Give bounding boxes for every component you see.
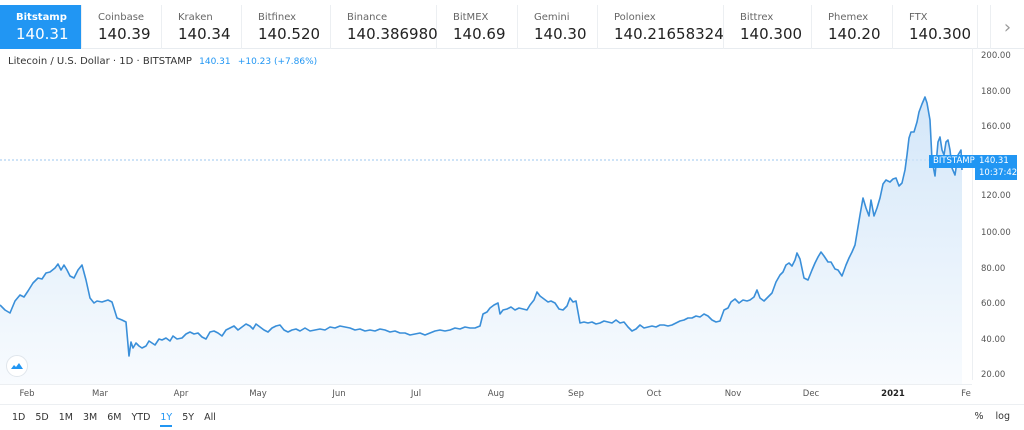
range-selector: 1D 5D 1M 3M 6M YTD 1Y 5Y All bbox=[0, 404, 1024, 430]
exchange-price: 140.21658324 bbox=[614, 25, 724, 43]
y-tick: 120.00 bbox=[981, 191, 1011, 201]
exchange-price: 140.39 bbox=[98, 25, 151, 43]
exchange-price: 140.34 bbox=[178, 25, 231, 43]
x-tick: Aug bbox=[487, 389, 505, 399]
countdown-tag: 10:37:42 bbox=[975, 167, 1017, 180]
exchange-price: 140.300 bbox=[740, 25, 803, 43]
chart-legend: Litecoin / U.S. Dollar · 1D · BITSTAMP 1… bbox=[8, 56, 317, 67]
exchange-name: Phemex bbox=[828, 12, 869, 23]
exchange-name: Bitfinex bbox=[258, 12, 297, 23]
last-price-tag: 140.31 bbox=[975, 155, 1017, 168]
tab-bitstamp[interactable]: Bitstamp 140.31 bbox=[0, 5, 82, 49]
y-tick: 20.00 bbox=[981, 370, 1006, 380]
exchange-price: 140.31 bbox=[16, 25, 69, 43]
exchange-price-tag: BITSTAMP bbox=[929, 155, 979, 168]
x-tick: Nov bbox=[724, 389, 742, 399]
tab-coinbase[interactable]: Coinbase 140.39 bbox=[82, 5, 162, 49]
price-change: +10.23 (+7.86%) bbox=[237, 57, 318, 67]
scale-controls: % log bbox=[974, 411, 1010, 422]
last-price: 140.31 bbox=[199, 57, 231, 67]
exchange-price: 140.20 bbox=[828, 25, 881, 43]
range-5d[interactable]: 5D bbox=[35, 412, 49, 423]
x-tick: Feb bbox=[19, 389, 35, 399]
x-tick: Apr bbox=[173, 389, 189, 399]
exchange-price: 140.520 bbox=[258, 25, 321, 43]
tab-bittrex[interactable]: Bittrex 140.300 bbox=[724, 5, 812, 49]
exchange-price: 140.300 bbox=[909, 25, 972, 43]
x-tick: May bbox=[249, 389, 267, 399]
y-tick: 100.00 bbox=[981, 228, 1011, 238]
tab-poloniex[interactable]: Poloniex 140.21658324 bbox=[598, 5, 724, 49]
range-1d[interactable]: 1D bbox=[12, 412, 26, 423]
range-3m[interactable]: 3M bbox=[82, 412, 98, 423]
price-area bbox=[0, 97, 962, 384]
tab-phemex[interactable]: Phemex 140.20 bbox=[812, 5, 893, 49]
range-1y[interactable]: 1Y bbox=[160, 412, 173, 427]
y-tick: 80.00 bbox=[981, 264, 1006, 274]
tab-binance[interactable]: Binance 140.386980 bbox=[331, 5, 438, 49]
exchange-price: 140.30 bbox=[534, 25, 587, 43]
x-tick: Fe bbox=[961, 389, 971, 399]
tab-bitmex[interactable]: BitMEX 140.69 bbox=[437, 5, 518, 49]
exchange-name: Coinbase bbox=[98, 12, 145, 23]
tab-gemini[interactable]: Gemini 140.30 bbox=[518, 5, 598, 49]
exchange-name: Gemini bbox=[534, 12, 570, 23]
range-1m[interactable]: 1M bbox=[58, 412, 73, 423]
y-tick: 160.00 bbox=[981, 122, 1011, 132]
price-line bbox=[0, 96, 963, 357]
y-tick: 60.00 bbox=[981, 299, 1006, 309]
x-tick: Oct bbox=[646, 389, 662, 399]
range-6m[interactable]: 6M bbox=[107, 412, 122, 423]
chevron-right-icon: › bbox=[1003, 16, 1012, 38]
log-scale-toggle[interactable]: log bbox=[995, 411, 1010, 422]
range-5y[interactable]: 5Y bbox=[182, 412, 195, 423]
exchange-name: Poloniex bbox=[614, 12, 656, 23]
percent-scale-toggle[interactable]: % bbox=[974, 411, 984, 422]
x-tick: Jun bbox=[332, 389, 346, 399]
range-ytd[interactable]: YTD bbox=[131, 412, 151, 423]
exchange-name: BitMEX bbox=[453, 12, 489, 23]
exchange-name: Bittrex bbox=[740, 12, 774, 23]
x-axis[interactable]: Feb Mar Apr May Jun Jul Aug Sep Oct Nov … bbox=[0, 384, 972, 404]
tab-ftx[interactable]: FTX 140.300 bbox=[893, 5, 978, 49]
exchange-price: 140.69 bbox=[453, 25, 506, 43]
tab-bitfinex[interactable]: Bitfinex 140.520 bbox=[242, 5, 331, 49]
symbol-title: Litecoin / U.S. Dollar · 1D · BITSTAMP bbox=[8, 56, 192, 67]
x-tick: Mar bbox=[91, 389, 109, 399]
price-chart[interactable] bbox=[0, 48, 972, 384]
x-tick: 2021 bbox=[881, 389, 905, 399]
y-tick: 180.00 bbox=[981, 87, 1011, 97]
y-axis[interactable]: 200.00 180.00 160.00 120.00 100.00 80.00… bbox=[972, 48, 1024, 380]
y-tick: 200.00 bbox=[981, 51, 1011, 61]
exchange-name: FTX bbox=[909, 12, 928, 23]
exchange-name: Binance bbox=[347, 12, 388, 23]
tab-kraken[interactable]: Kraken 140.34 bbox=[162, 5, 242, 49]
range-all[interactable]: All bbox=[204, 412, 216, 423]
cloud-icon bbox=[11, 363, 23, 369]
y-tick: 40.00 bbox=[981, 335, 1006, 345]
exchange-name: Kraken bbox=[178, 12, 213, 23]
next-exchanges-button[interactable]: › bbox=[990, 5, 1024, 49]
x-tick: Sep bbox=[567, 389, 585, 399]
x-tick: Jul bbox=[410, 389, 422, 399]
exchange-name: Bitstamp bbox=[16, 12, 67, 23]
exchange-price: 140.386980 bbox=[347, 25, 438, 43]
exchange-tabs: Bitstamp 140.31 Coinbase 140.39 Kraken 1… bbox=[0, 5, 1024, 49]
x-tick: Dec bbox=[802, 389, 820, 399]
tradingview-logo[interactable] bbox=[6, 355, 28, 377]
